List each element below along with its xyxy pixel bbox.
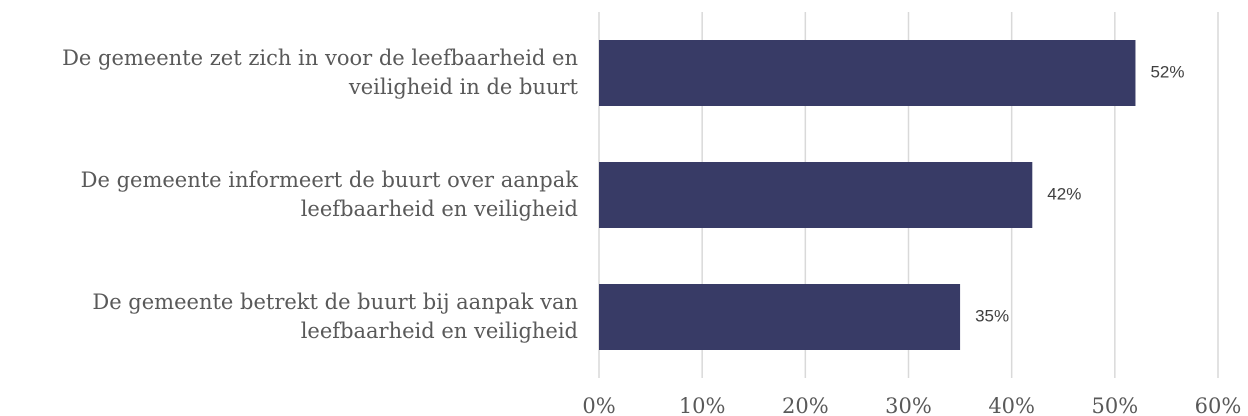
category-label: De gemeente informeert de buurt over aan… (80, 168, 578, 221)
value-label: 35% (975, 306, 1009, 325)
x-tick-label: 60% (1195, 394, 1242, 416)
value-label: 52% (1150, 62, 1184, 81)
x-tick-label: 30% (885, 394, 932, 416)
bar (599, 162, 1033, 228)
category-label: De gemeente zet zich in voor de leefbaar… (62, 46, 578, 99)
x-tick-label: 10% (679, 394, 726, 416)
value-label: 42% (1047, 184, 1081, 203)
category-label: De gemeente betrekt de buurt bij aanpak … (92, 290, 578, 343)
x-tick-label: 20% (782, 394, 829, 416)
bar (599, 284, 961, 350)
x-tick-label: 0% (582, 394, 615, 416)
bar (599, 40, 1136, 106)
x-tick-label: 40% (988, 394, 1035, 416)
x-tick-label: 50% (1091, 394, 1138, 416)
